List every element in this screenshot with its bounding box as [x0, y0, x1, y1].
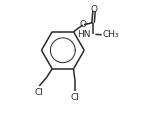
Text: HN: HN [77, 30, 90, 39]
Text: O: O [80, 20, 86, 29]
Text: CH₃: CH₃ [103, 30, 120, 39]
Text: O: O [91, 4, 98, 14]
Text: Cl: Cl [34, 88, 43, 97]
Text: Cl: Cl [70, 92, 79, 102]
